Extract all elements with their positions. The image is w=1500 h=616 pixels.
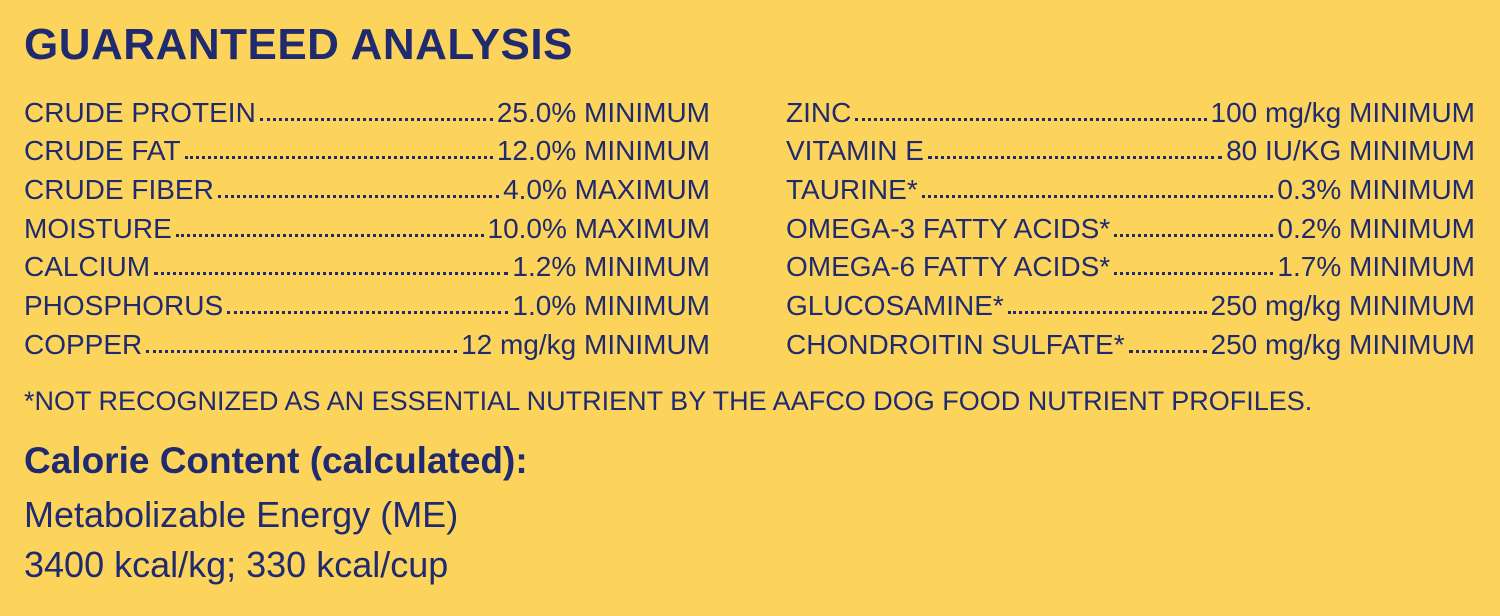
dot-leader — [154, 272, 509, 276]
nutrient-name: CALCIUM — [24, 251, 151, 283]
nutrient-value: 1.2% MINIMUM — [512, 251, 710, 283]
nutrient-row: CHONDROITIN SULFATE* 250 mg/kg MINIMUM — [786, 322, 1475, 361]
nutrient-name: OMEGA-3 FATTY ACIDS* — [786, 212, 1111, 244]
nutrient-value: 25.0% MINIMUM — [496, 96, 710, 128]
nutrient-row: OMEGA-3 FATTY ACIDS* 0.2% MINIMUM — [786, 206, 1475, 245]
nutrient-value: 0.3% MINIMUM — [1277, 174, 1475, 206]
nutrient-name: CRUDE FIBER — [24, 174, 214, 206]
nutrient-name: CRUDE FAT — [24, 135, 181, 167]
title: GUARANTEED ANALYSIS — [24, 20, 573, 69]
nutrient-row: CRUDE PROTEIN 25.0% MINIMUM — [24, 90, 710, 129]
dot-leader — [1128, 349, 1207, 353]
nutrient-value: 12 mg/kg MINIMUM — [461, 328, 710, 360]
footnote: *NOT RECOGNIZED AS AN ESSENTIAL NUTRIENT… — [24, 386, 1313, 416]
nutrient-value: 1.0% MINIMUM — [512, 290, 710, 322]
dot-leader — [927, 156, 1223, 160]
nutrient-value: 100 mg/kg MINIMUM — [1210, 96, 1476, 128]
nutrient-name: CRUDE PROTEIN — [24, 96, 256, 128]
calorie-line: Metabolizable Energy (ME) — [24, 494, 459, 535]
dot-leader — [227, 311, 509, 315]
nutrient-row: PHOSPHORUS 1.0% MINIMUM — [24, 283, 710, 322]
nutrient-row: CALCIUM 1.2% MINIMUM — [24, 245, 710, 284]
dot-leader — [1114, 233, 1274, 237]
nutrient-row: GLUCOSAMINE* 250 mg/kg MINIMUM — [786, 283, 1475, 322]
nutrient-value: 0.2% MINIMUM — [1277, 212, 1475, 244]
nutrient-name: MOISTURE — [24, 212, 172, 244]
nutrient-name: GLUCOSAMINE* — [786, 290, 1004, 322]
left-column: CRUDE PROTEIN 25.0% MINIMUM CRUDE FAT 12.0%… — [24, 90, 710, 361]
nutrient-name: TAURINE* — [786, 174, 918, 206]
calorie-line: 3400 kcal/kg; 330 kcal/cup — [24, 544, 449, 585]
nutrient-row: MOISTURE 10.0% MAXIMUM — [24, 206, 710, 245]
nutrient-name: VITAMIN E — [786, 135, 924, 167]
right-column: ZINC 100 mg/kg MINIMUM VITAMIN E 80 IU/KG M… — [786, 90, 1475, 361]
nutrient-value: 80 IU/KG MINIMUM — [1226, 135, 1475, 167]
nutrient-row: ZINC 100 mg/kg MINIMUM — [786, 90, 1475, 129]
dot-leader — [217, 195, 500, 199]
nutrient-name: OMEGA-6 FATTY ACIDS* — [786, 251, 1111, 283]
dot-leader — [175, 233, 484, 237]
dot-leader — [1114, 272, 1274, 276]
nutrient-value: 250 mg/kg MINIMUM — [1210, 328, 1476, 360]
nutrient-name: COPPER — [24, 328, 143, 360]
nutrient-value: 10.0% MAXIMUM — [487, 212, 711, 244]
dot-leader — [1007, 311, 1207, 315]
calorie-heading: Calorie Content (calculated): — [24, 440, 528, 481]
nutrient-value: 12.0% MINIMUM — [496, 135, 710, 167]
nutrient-name: PHOSPHORUS — [24, 290, 224, 322]
dot-leader — [921, 195, 1274, 199]
dot-leader — [259, 117, 493, 121]
nutrient-row: OMEGA-6 FATTY ACIDS* 1.7% MINIMUM — [786, 245, 1475, 284]
nutrient-row: CRUDE FIBER 4.0% MAXIMUM — [24, 167, 710, 206]
dot-leader — [146, 349, 458, 353]
nutrient-row: TAURINE* 0.3% MINIMUM — [786, 167, 1475, 206]
nutrient-row: CRUDE FAT 12.0% MINIMUM — [24, 129, 710, 168]
dot-leader — [184, 156, 493, 160]
nutrient-row: COPPER 12 mg/kg MINIMUM — [24, 322, 710, 361]
dot-leader — [855, 117, 1207, 121]
nutrient-row: VITAMIN E 80 IU/KG MINIMUM — [786, 129, 1475, 168]
nutrient-name: CHONDROITIN SULFATE* — [786, 328, 1125, 360]
nutrient-value: 1.7% MINIMUM — [1277, 251, 1475, 283]
nutrient-value: 4.0% MAXIMUM — [503, 174, 710, 206]
nutrient-name: ZINC — [786, 96, 852, 128]
nutrient-value: 250 mg/kg MINIMUM — [1210, 290, 1476, 322]
